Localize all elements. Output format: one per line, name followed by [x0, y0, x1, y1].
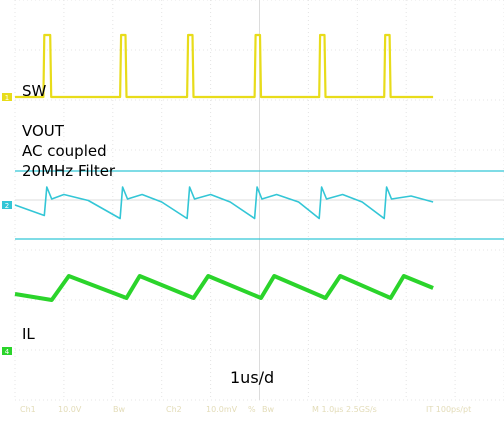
ch1-bw: Bw	[113, 405, 126, 414]
trace-vout	[14, 186, 434, 220]
cursor-band	[15, 170, 504, 240]
trace-sw	[15, 33, 434, 99]
ch1-label: Ch1	[20, 405, 36, 414]
ch2-coupling-symbol: %	[248, 405, 256, 414]
ch2-label: Ch2	[166, 405, 182, 414]
timebase-readout: M 1.0µs 2.5GS/s	[312, 405, 377, 414]
vout-trace-label-line3: 20MHz Filter	[22, 162, 116, 180]
channel-marker-label-1: 1	[5, 94, 9, 102]
ch1-scale: 10.0V	[58, 405, 82, 414]
timebase-label: 1us/d	[230, 368, 275, 387]
trace-il	[14, 274, 434, 302]
vout-trace-label-line1: VOUT	[22, 122, 64, 140]
traces	[14, 33, 434, 302]
channel-marker-4	[2, 347, 12, 355]
sw-trace-label: SW	[22, 82, 47, 100]
channel-markers: 1 2 4	[2, 93, 12, 356]
channel-marker-label-2: 2	[5, 202, 9, 210]
ch2-bw: Bw	[262, 405, 275, 414]
il-trace-label: IL	[22, 325, 35, 343]
ch2-scale: 10.0mV	[206, 405, 238, 414]
channel-marker-label-4: 4	[5, 348, 10, 356]
channel-marker-1	[2, 93, 12, 101]
record-interval: IT 100ps/pt	[426, 405, 472, 414]
vout-trace-label-line2: AC coupled	[22, 142, 107, 160]
channel-marker-2	[2, 201, 12, 209]
